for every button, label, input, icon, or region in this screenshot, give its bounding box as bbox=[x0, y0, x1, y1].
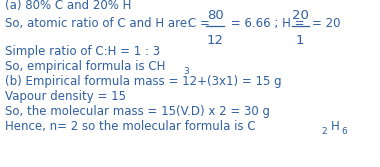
Text: C =: C = bbox=[188, 17, 214, 30]
Text: 6: 6 bbox=[341, 127, 347, 136]
Text: So, the molecular mass = 15(V.D) x 2 = 30 g: So, the molecular mass = 15(V.D) x 2 = 3… bbox=[5, 105, 270, 118]
Text: (a) 80% C and 20% H: (a) 80% C and 20% H bbox=[5, 0, 131, 12]
Text: = 6.66 ; H =: = 6.66 ; H = bbox=[227, 17, 308, 30]
Text: 3: 3 bbox=[183, 67, 189, 76]
Text: 12: 12 bbox=[206, 34, 223, 47]
Text: Vapour density = 15: Vapour density = 15 bbox=[5, 90, 126, 103]
Text: Hence, n= 2 so the molecular formula is C: Hence, n= 2 so the molecular formula is … bbox=[5, 120, 256, 133]
Text: H: H bbox=[331, 120, 340, 133]
Text: (b) Empirical formula mass = 12+(3x1) = 15 g: (b) Empirical formula mass = 12+(3x1) = … bbox=[5, 75, 282, 88]
Text: 80: 80 bbox=[207, 9, 223, 22]
Text: 20: 20 bbox=[291, 9, 309, 22]
Text: So, empirical formula is CH: So, empirical formula is CH bbox=[5, 60, 165, 73]
Text: Simple ratio of C:H = 1 : 3: Simple ratio of C:H = 1 : 3 bbox=[5, 45, 160, 58]
Text: 2: 2 bbox=[321, 127, 327, 136]
Text: 1: 1 bbox=[296, 34, 304, 47]
Text: = 20: = 20 bbox=[312, 17, 340, 30]
Text: So, atomic ratio of C and H are:: So, atomic ratio of C and H are: bbox=[5, 17, 191, 30]
